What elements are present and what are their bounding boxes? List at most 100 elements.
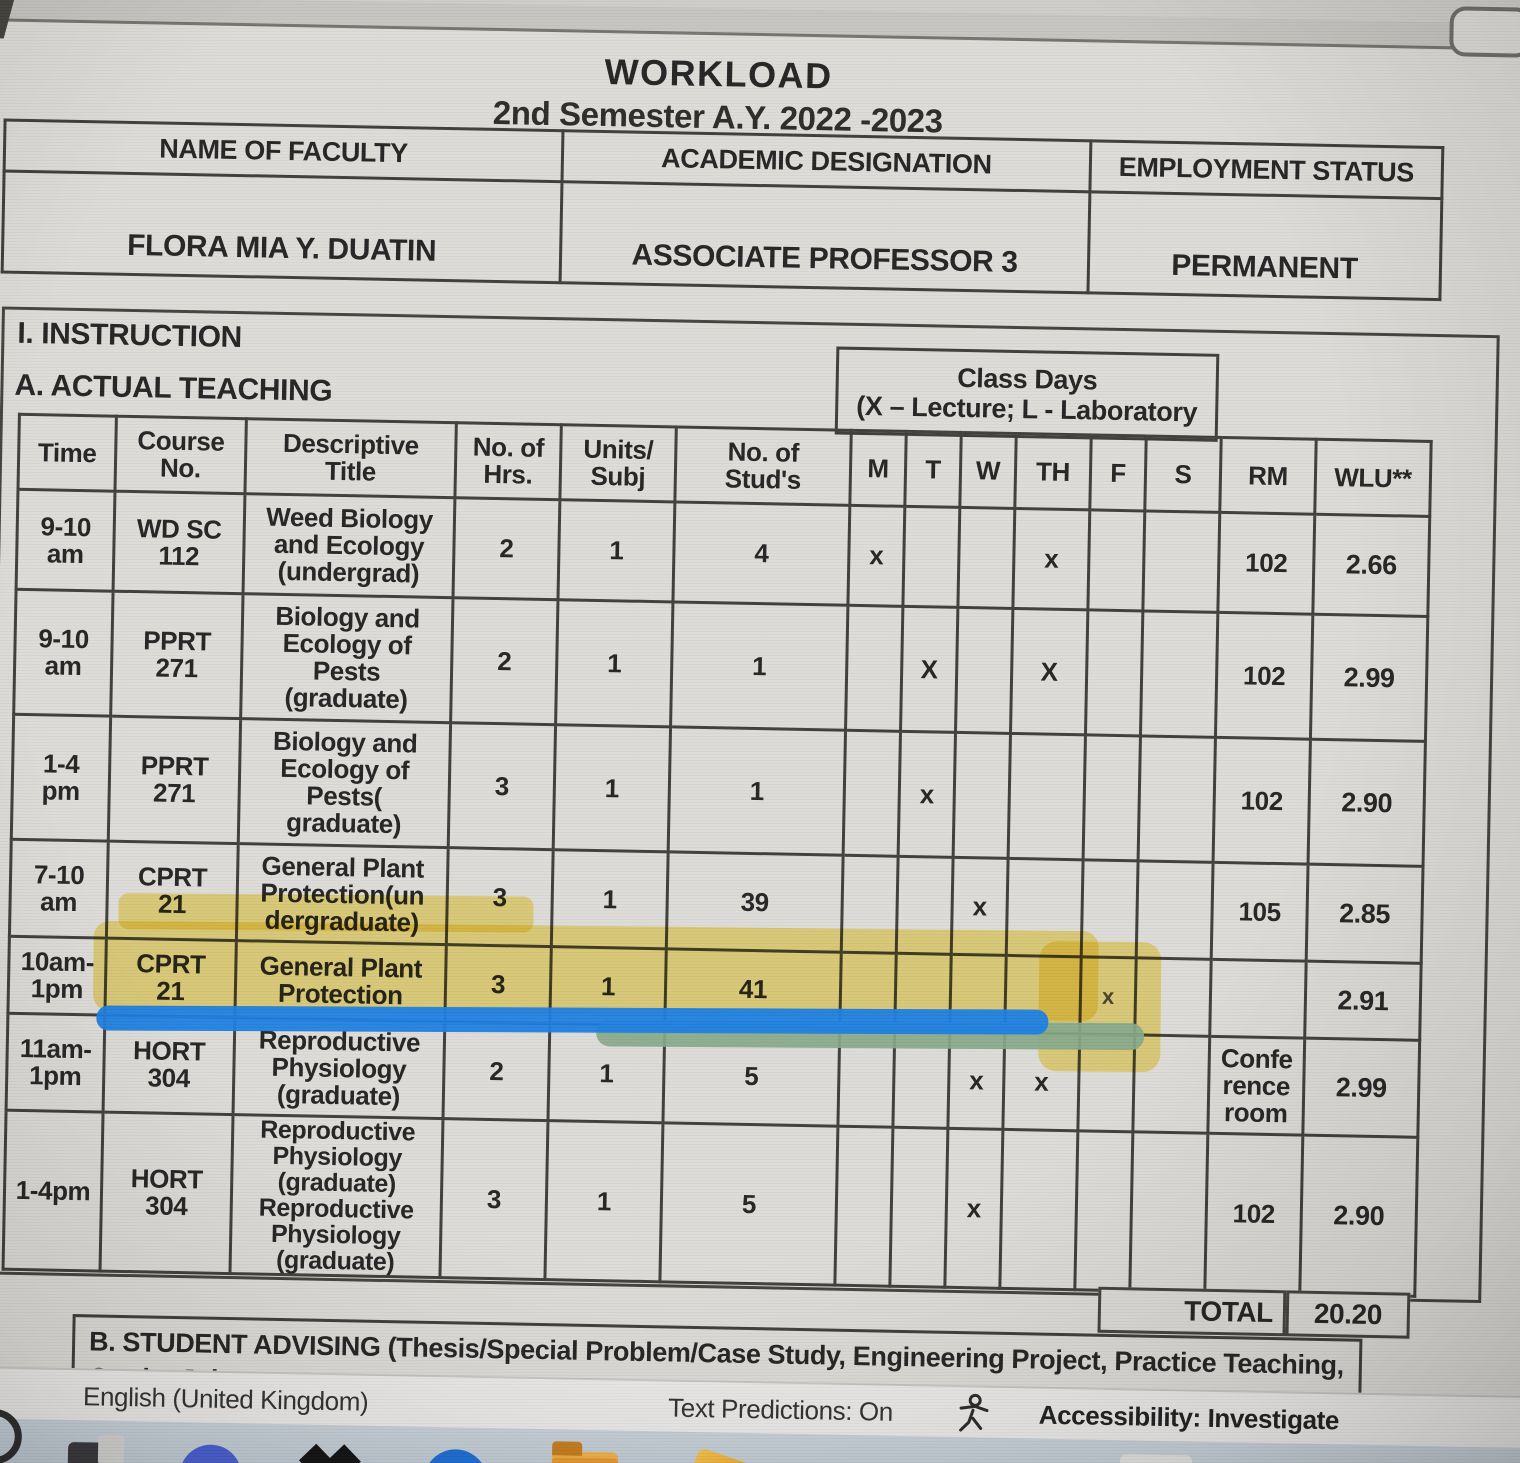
- language-selector[interactable]: English (United Kingdom): [82, 1380, 369, 1417]
- wlu-cell: 2.90: [1308, 739, 1426, 867]
- room-cell: 102: [1217, 512, 1315, 615]
- col-units: Units/ Subj: [559, 424, 677, 502]
- employment-value: PERMANENT: [1087, 191, 1442, 300]
- title-cell: Weed Biology and Ecology (undergrad): [243, 493, 455, 598]
- blue-app-icon[interactable]: [422, 1448, 489, 1463]
- units-cell: 1: [544, 1120, 663, 1282]
- col-time: Time: [17, 414, 117, 492]
- hrs-cell: 2: [442, 1021, 550, 1121]
- accessibility-icon: [958, 1393, 989, 1432]
- col-t: T: [904, 431, 962, 508]
- day-cell: x: [944, 1128, 1003, 1289]
- room-cell: 102: [1215, 612, 1313, 740]
- day-cell: [955, 607, 1013, 734]
- day-cell: [843, 730, 901, 857]
- search-icon[interactable]: [0, 1402, 31, 1463]
- device-icon[interactable]: [67, 1441, 119, 1463]
- wlu-cell: 2.99: [1310, 614, 1428, 742]
- col-hrs: No. of Hrs.: [454, 422, 562, 500]
- title-cell: Reproductive Physiology (graduate): [233, 1017, 445, 1119]
- col-f: F: [1089, 434, 1147, 511]
- time-cell: 9-10 am: [13, 589, 114, 717]
- total-row: TOTAL 20.20: [1097, 1286, 1411, 1339]
- files-amber-icon[interactable]: [682, 1447, 751, 1463]
- day-cell: [957, 507, 1015, 609]
- units-cell: 1: [553, 724, 671, 852]
- students-cell: 4: [672, 501, 850, 606]
- teaching-load-table: Time Course No. Descriptive Title No. of…: [1, 413, 1432, 1298]
- day-cell: [1008, 733, 1086, 860]
- day-cell: X: [1010, 608, 1088, 735]
- hrs-cell: 2: [452, 497, 560, 600]
- windows-taskbar: [0, 1409, 1520, 1463]
- wlu-cell: 2.91: [1304, 961, 1422, 1041]
- hrs-cell: 2: [450, 597, 558, 725]
- wlu-cell: 2.66: [1312, 514, 1430, 617]
- room-cell: 105: [1211, 862, 1309, 962]
- day-cell: [1085, 609, 1143, 736]
- col-course: Course No.: [114, 416, 247, 494]
- comment-bubble-icon: [1449, 6, 1520, 58]
- blue-marker-line: [96, 1005, 1049, 1035]
- day-cell: [1138, 735, 1216, 863]
- zoom-app-icon[interactable]: [179, 1444, 243, 1463]
- day-cell: x: [847, 505, 905, 607]
- time-cell: 9-10 am: [16, 489, 115, 592]
- faculty-info-table: NAME OF FACULTY ACADEMIC DESIGNATION EMP…: [1, 118, 1445, 301]
- col-title: Descriptive Title: [244, 418, 457, 498]
- students-cell: 1: [668, 726, 846, 856]
- class-days-legend: (X – Lecture; L - Laboratory: [856, 390, 1198, 428]
- course-cell: WD SC 112: [113, 491, 245, 594]
- col-th: TH: [1014, 433, 1092, 510]
- tray-item[interactable]: [1119, 1454, 1193, 1463]
- course-cell: HORT 304: [100, 1112, 234, 1274]
- wlu-cell: 2.85: [1306, 864, 1424, 964]
- day-cell: x: [1012, 508, 1090, 610]
- wlu-cell: 2.99: [1302, 1038, 1420, 1138]
- title-cell: Biology and Ecology of Pests( graduate): [238, 718, 451, 848]
- students-cell: 5: [659, 1122, 838, 1286]
- accessibility-status[interactable]: Accessibility: Investigate: [1038, 1399, 1340, 1435]
- units-cell: 1: [557, 499, 675, 602]
- time-cell: 7-10 am: [9, 839, 109, 939]
- day-cell: [1142, 510, 1220, 613]
- col-rm: RM: [1219, 437, 1317, 515]
- day-cell: [1129, 1131, 1208, 1293]
- students-cell: 1: [670, 601, 848, 731]
- yellow-highlight: [118, 893, 534, 933]
- day-cell: [1074, 1130, 1133, 1291]
- text-predictions-status[interactable]: Text Predictions: On: [667, 1391, 894, 1427]
- time-cell: 1-4pm: [3, 1110, 104, 1272]
- yellow-highlight: [1038, 941, 1162, 1073]
- course-cell: PPRT 271: [110, 591, 244, 719]
- dropbox-icon[interactable]: [298, 1443, 362, 1463]
- title-cell: Reproductive Physiology (graduate) Repro…: [229, 1114, 443, 1278]
- instruction-label: I. INSTRUCTION: [17, 316, 243, 355]
- document-title: INDIVIDUAL FACULTY WORKLOAD: [516, 9, 923, 97]
- day-cell: x: [898, 731, 956, 858]
- title-cell: Biology and Ecology of Pests (graduate): [240, 593, 453, 723]
- units-cell: 1: [555, 599, 673, 727]
- day-cell: [834, 1126, 893, 1287]
- room-cell: 102: [1204, 1133, 1303, 1295]
- total-value: 20.20: [1285, 1290, 1411, 1339]
- day-cell: [845, 605, 903, 732]
- day-cell: [999, 1129, 1078, 1290]
- folder-icon[interactable]: [551, 1451, 619, 1463]
- day-cell: X: [900, 606, 958, 733]
- course-cell: PPRT 271: [108, 716, 241, 844]
- document-title-block: INDIVIDUAL FACULTY WORKLOAD 2nd Semester…: [407, 8, 1029, 142]
- room-cell: [1209, 959, 1307, 1039]
- day-cell: [953, 732, 1011, 859]
- col-s: S: [1144, 435, 1222, 513]
- hrs-cell: 3: [448, 722, 556, 850]
- col-students: No. of Stud's: [674, 426, 852, 506]
- time-cell: 10am- 1pm: [7, 936, 107, 1016]
- employment-header: EMPLOYMENT STATUS: [1089, 140, 1443, 199]
- actual-teaching-label: A. ACTUAL TEACHING: [14, 368, 333, 408]
- time-cell: 1-4 pm: [11, 714, 111, 842]
- col-wlu: WLU**: [1314, 439, 1432, 517]
- table-row: 1-4pm HORT 304 Reproductive Physiology (…: [3, 1110, 1418, 1297]
